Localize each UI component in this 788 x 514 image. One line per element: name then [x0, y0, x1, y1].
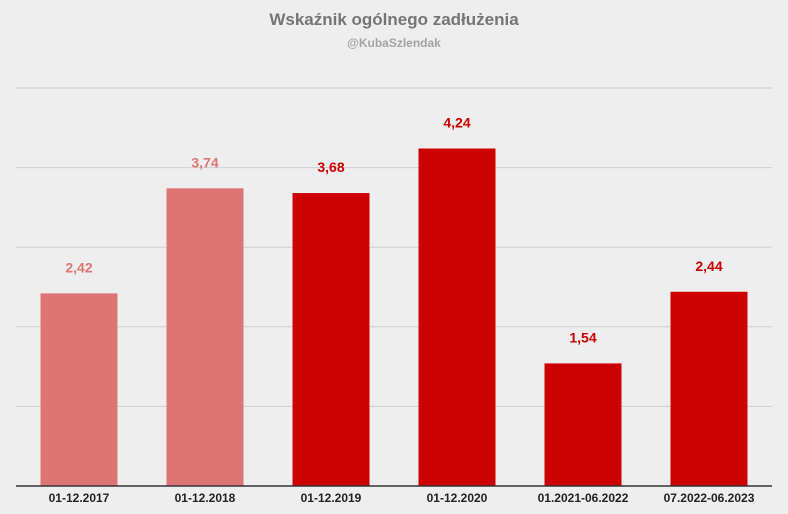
- bar: [670, 291, 748, 486]
- data-label: 2,42: [65, 259, 92, 275]
- bar: [544, 363, 622, 486]
- x-tick-labels: 01-12.2017 01-12.2018 01-12.2019 01-12.2020…: [49, 491, 755, 505]
- x-tick-label: 01-12.2017: [49, 491, 110, 505]
- data-label: 3,74: [191, 154, 218, 170]
- data-label: 1,54: [569, 329, 596, 345]
- data-label: 2,44: [695, 258, 722, 274]
- x-tick-label: 01-12.2020: [427, 491, 488, 505]
- bar: [166, 188, 244, 486]
- bar: [418, 148, 496, 486]
- bars: [40, 148, 748, 486]
- data-label: 3,68: [317, 159, 344, 175]
- chart-subtitle: @KubaSzlendak: [347, 36, 441, 50]
- chart-title: Wskaźnik ogólnego zadłużenia: [269, 10, 519, 29]
- bar: [40, 293, 118, 486]
- data-labels: 2,42 3,74 3,68 4,24 1,54 2,44: [65, 114, 722, 345]
- x-tick-label: 01-12.2018: [175, 491, 236, 505]
- x-tick-label: 07.2022-06.2023: [664, 491, 755, 505]
- gridlines: [16, 87, 772, 407]
- x-tick-label: 01-12.2019: [301, 491, 362, 505]
- data-label: 4,24: [443, 114, 470, 130]
- bar: [292, 193, 370, 486]
- x-tick-label: 01.2021-06.2022: [538, 491, 629, 505]
